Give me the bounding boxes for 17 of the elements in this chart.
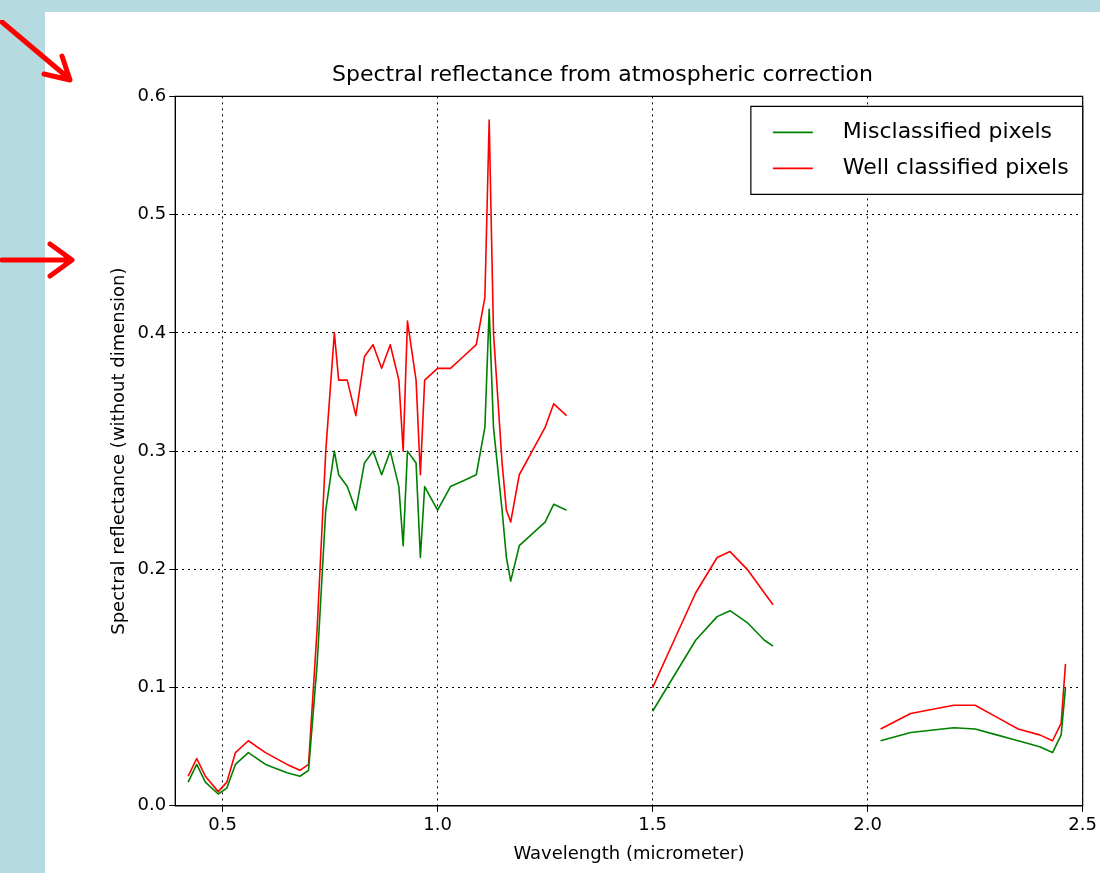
x-tick-label: 2.5 <box>1068 813 1098 835</box>
x-tick-label: 1.0 <box>423 813 452 835</box>
y-tick-label: 0.3 <box>137 438 167 460</box>
legend-label: Misclassified pixels <box>842 118 1053 144</box>
y-tick-label: 0.4 <box>137 320 167 342</box>
y-tick-label: 0.6 <box>137 84 167 106</box>
x-tick-label: 2.0 <box>853 813 882 835</box>
y-tick-label: 0.0 <box>137 793 167 815</box>
x-tick-label: 0.5 <box>208 813 237 835</box>
chart-title: Spectral reflectance from atmospheric correction <box>332 60 873 86</box>
x-axis-title: Wavelength (micrometer) <box>513 841 745 863</box>
y-tick-label: 0.1 <box>137 675 167 697</box>
y-tick-label: 0.5 <box>137 202 167 224</box>
y-axis-title: Spectral reflectance (without dimension) <box>107 267 129 635</box>
x-tick-label: 1.5 <box>638 813 667 835</box>
y-tick-label: 0.2 <box>137 557 167 579</box>
legend-label: Well classified pixels <box>842 154 1069 180</box>
